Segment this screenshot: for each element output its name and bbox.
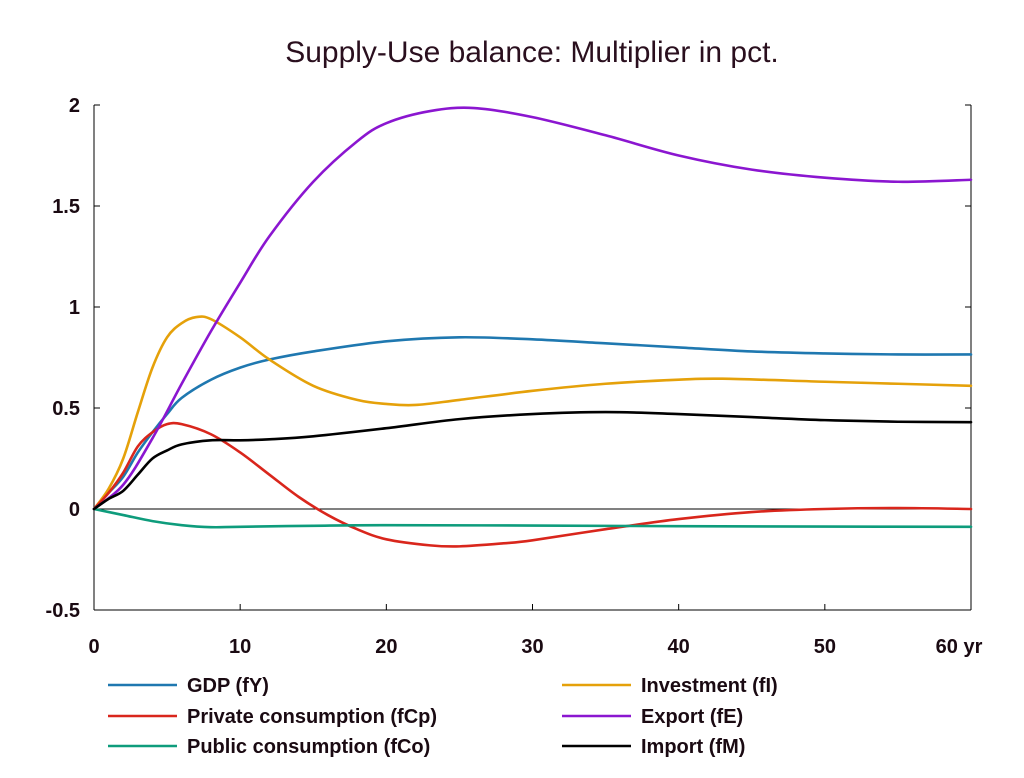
chart-title: Supply-Use balance: Multiplier in pct. [285,36,779,69]
series-line-investment-fi [92,315,973,511]
y-tick-label: -0.5 [46,600,80,622]
legend-label-import-fm: Import (fM) [641,736,745,758]
y-tick-label: 2 [69,95,80,117]
x-tick-label: 40 [668,636,690,658]
legend-label-gdp-fy: GDP (fY) [187,675,269,697]
series-line-private-consumption-fcp [92,421,973,548]
series-line-import-fm [92,410,973,511]
series-line-gdp-fy [92,335,973,511]
x-tick-label: 10 [229,636,251,658]
legend-label-investment-fi: Investment (fI) [641,675,778,697]
chart-legend: GDP (fY) Private consumption (fCp) Public … [108,675,778,758]
chart-axes: -0.500.511.520 10 20 30 40 50 60 yr [46,95,983,658]
x-tick-label: 60 yr [936,636,983,658]
x-tick-label: 50 [814,636,836,658]
series-lines [92,106,973,548]
legend-label-export-fe: Export (fE) [641,706,743,728]
legend-label-public-consumption-fco: Public consumption (fCo) [187,736,430,758]
x-tick-label: 20 [375,636,397,658]
y-tick-label: 1 [69,297,80,319]
legend-label-private-consumption-fcp: Private consumption (fCp) [187,706,437,728]
y-tick-label: 1.5 [52,196,80,218]
x-tick-label: 30 [521,636,543,658]
x-tick-label: 0 [88,636,99,658]
series-line-export-fe [92,106,973,511]
series-line-public-consumption-fco [92,507,973,529]
y-tick-label: 0.5 [52,398,80,420]
y-tick-label: 0 [69,499,80,521]
